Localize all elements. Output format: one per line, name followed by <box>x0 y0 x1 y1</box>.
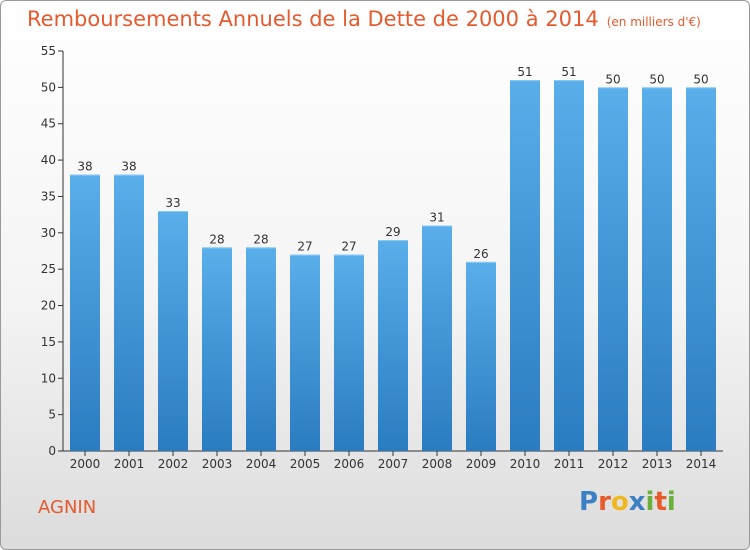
y-tick-label: 30 <box>41 226 56 240</box>
data-label: 50 <box>693 72 708 86</box>
y-tick-label: 25 <box>41 262 56 276</box>
bar[interactable] <box>70 174 100 452</box>
logo-letter: r <box>598 487 611 517</box>
logo-letter: P <box>579 487 599 517</box>
y-tick-label: 0 <box>48 444 56 458</box>
x-tick-label: 2007 <box>378 457 409 471</box>
data-label: 50 <box>649 72 664 86</box>
x-tick-label: 2003 <box>202 457 233 471</box>
bar[interactable] <box>554 80 584 451</box>
bar[interactable] <box>334 254 364 451</box>
bar[interactable] <box>510 80 540 451</box>
x-tick-label: 2002 <box>158 457 189 471</box>
y-tick-label: 45 <box>41 117 56 131</box>
data-label: 28 <box>253 232 268 246</box>
bar[interactable] <box>686 87 716 451</box>
x-tick-label: 2009 <box>466 457 497 471</box>
x-tick-label: 2010 <box>510 457 541 471</box>
chart-axes: 0 5 10 15 20 25 30 35 40 45 50 55 2000 2001 2002 2003 20… <box>41 44 723 471</box>
logo-letter: i <box>645 487 655 517</box>
bar[interactable] <box>246 247 276 451</box>
y-tick-label: 15 <box>41 335 56 349</box>
logo-letter: x <box>628 487 646 517</box>
bar[interactable] <box>114 174 144 452</box>
data-label: 28 <box>209 232 224 246</box>
x-tick-label: 2013 <box>642 457 673 471</box>
bar[interactable] <box>466 261 496 451</box>
x-tick-label: 2008 <box>422 457 453 471</box>
data-label: 38 <box>77 160 92 174</box>
chart-title: Remboursements Annuels de la Dette de 20… <box>27 7 701 31</box>
proxiti-logo[interactable]: Proxiti <box>579 487 676 517</box>
chart-data-labels: 38 38 33 28 28 27 27 29 31 26 51 51 50 50 50 <box>77 65 708 261</box>
data-label: 27 <box>341 240 356 254</box>
bar[interactable] <box>290 254 320 451</box>
x-tick-label: 2000 <box>70 457 101 471</box>
chart-title-text: Remboursements Annuels de la Dette de 20… <box>27 7 599 31</box>
bar[interactable] <box>598 87 628 451</box>
data-label: 51 <box>517 65 532 79</box>
bar[interactable] <box>158 211 188 451</box>
data-label: 51 <box>561 65 576 79</box>
y-tick-label: 35 <box>41 189 56 203</box>
x-tick-label: 2014 <box>686 457 717 471</box>
y-tick-label: 55 <box>41 44 56 58</box>
logo-letter: t <box>654 487 667 517</box>
data-label: 33 <box>165 196 180 210</box>
data-label: 50 <box>605 72 620 86</box>
data-label: 31 <box>429 211 444 225</box>
chart-unit: (en milliers d'€) <box>606 15 701 29</box>
x-tick-label: 2001 <box>114 457 145 471</box>
y-tick-label: 20 <box>41 299 56 313</box>
chart-bars <box>70 80 716 452</box>
data-label: 27 <box>297 240 312 254</box>
data-label: 38 <box>121 160 136 174</box>
x-tick-label: 2004 <box>246 457 277 471</box>
bar[interactable] <box>422 225 452 451</box>
x-tick-label: 2011 <box>554 457 585 471</box>
y-tick-label: 50 <box>41 80 56 94</box>
y-tick-label: 5 <box>48 408 56 422</box>
y-tick-label: 40 <box>41 153 56 167</box>
logo-letter: o <box>610 487 629 517</box>
logo-letter: i <box>666 487 676 517</box>
bar[interactable] <box>642 87 672 451</box>
bar[interactable] <box>202 247 232 451</box>
bar[interactable] <box>378 240 408 451</box>
data-label: 29 <box>385 225 400 239</box>
x-tick-label: 2012 <box>598 457 629 471</box>
y-tick-label: 10 <box>41 371 56 385</box>
x-tick-label: 2005 <box>290 457 321 471</box>
location-label: AGNIN <box>38 497 97 518</box>
x-tick-label: 2006 <box>334 457 365 471</box>
data-label: 26 <box>473 247 488 261</box>
